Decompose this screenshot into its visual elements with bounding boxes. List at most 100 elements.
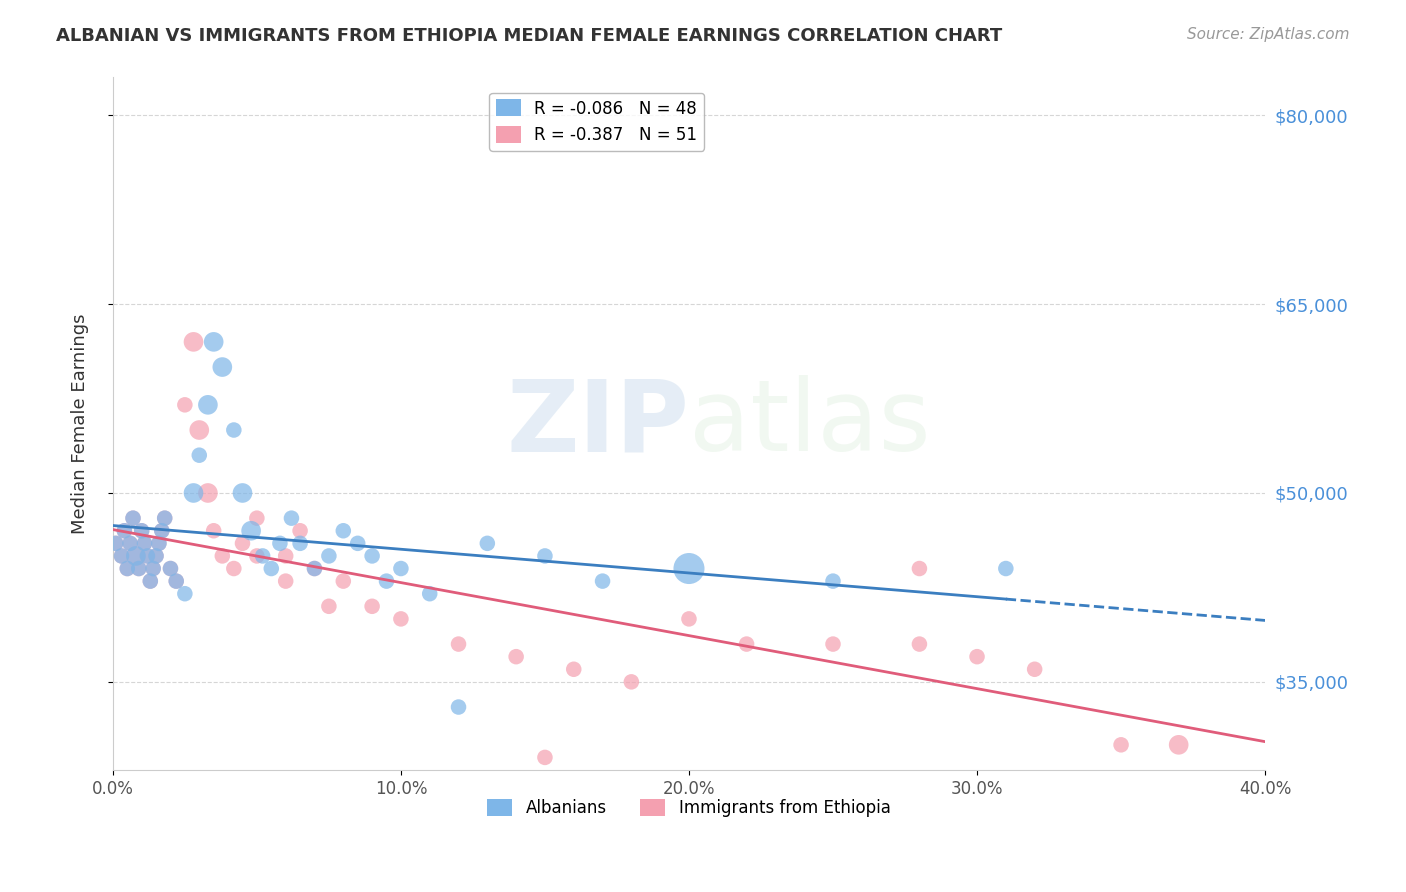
Point	[110, 549, 132, 563]
Legend: Albanians, Immigrants from Ethiopia: Albanians, Immigrants from Ethiopia	[481, 792, 897, 824]
Point	[122, 511, 145, 525]
Point	[280, 511, 302, 525]
Y-axis label: Median Female Earnings: Median Female Earnings	[72, 313, 89, 534]
Point	[128, 561, 150, 575]
Point	[240, 524, 263, 538]
Point	[136, 549, 159, 563]
Point	[117, 561, 139, 575]
Point	[131, 524, 153, 538]
Point	[104, 536, 127, 550]
Point	[252, 549, 274, 563]
Point	[288, 536, 311, 550]
Point	[136, 549, 159, 563]
Point	[197, 398, 219, 412]
Point	[994, 561, 1017, 575]
Point	[211, 549, 233, 563]
Point	[318, 549, 340, 563]
Point	[125, 549, 148, 563]
Point	[735, 637, 758, 651]
Point	[120, 536, 142, 550]
Point	[332, 524, 354, 538]
Text: atlas: atlas	[689, 376, 931, 472]
Point	[134, 536, 156, 550]
Point	[125, 549, 148, 563]
Point	[153, 511, 176, 525]
Point	[117, 561, 139, 575]
Point	[231, 536, 253, 550]
Point	[592, 574, 614, 588]
Point	[678, 612, 700, 626]
Point	[318, 599, 340, 614]
Point	[534, 750, 557, 764]
Point	[447, 700, 470, 714]
Point	[477, 536, 499, 550]
Point	[112, 524, 135, 538]
Point	[148, 536, 170, 550]
Point	[908, 637, 931, 651]
Point	[288, 524, 311, 538]
Point	[202, 334, 225, 349]
Text: ALBANIAN VS IMMIGRANTS FROM ETHIOPIA MEDIAN FEMALE EARNINGS CORRELATION CHART: ALBANIAN VS IMMIGRANTS FROM ETHIOPIA MED…	[56, 27, 1002, 45]
Point	[142, 561, 165, 575]
Point	[375, 574, 398, 588]
Point	[202, 524, 225, 538]
Point	[505, 649, 527, 664]
Point	[122, 511, 145, 525]
Point	[260, 561, 283, 575]
Point	[139, 574, 162, 588]
Point	[145, 549, 167, 563]
Point	[159, 561, 181, 575]
Point	[134, 536, 156, 550]
Point	[142, 561, 165, 575]
Point	[120, 536, 142, 550]
Point	[104, 536, 127, 550]
Point	[908, 561, 931, 575]
Point	[419, 587, 441, 601]
Point	[128, 561, 150, 575]
Point	[346, 536, 368, 550]
Point	[304, 561, 326, 575]
Point	[1024, 662, 1046, 676]
Point	[112, 524, 135, 538]
Point	[188, 423, 211, 437]
Point	[1109, 738, 1132, 752]
Point	[222, 423, 245, 437]
Text: Source: ZipAtlas.com: Source: ZipAtlas.com	[1187, 27, 1350, 42]
Point	[110, 549, 132, 563]
Point	[211, 359, 233, 374]
Point	[150, 524, 173, 538]
Point	[678, 561, 700, 575]
Point	[274, 574, 297, 588]
Point	[332, 574, 354, 588]
Point	[389, 561, 412, 575]
Point	[620, 674, 643, 689]
Point	[821, 574, 844, 588]
Point	[145, 549, 167, 563]
Point	[159, 561, 181, 575]
Point	[131, 524, 153, 538]
Point	[150, 524, 173, 538]
Point	[389, 612, 412, 626]
Point	[534, 549, 557, 563]
Point	[197, 486, 219, 500]
Point	[148, 536, 170, 550]
Point	[966, 649, 988, 664]
Point	[361, 599, 384, 614]
Point	[269, 536, 291, 550]
Point	[139, 574, 162, 588]
Point	[173, 398, 195, 412]
Point	[183, 486, 205, 500]
Text: ZIP: ZIP	[506, 376, 689, 472]
Point	[222, 561, 245, 575]
Point	[821, 637, 844, 651]
Point	[231, 486, 253, 500]
Point	[173, 587, 195, 601]
Point	[562, 662, 585, 676]
Point	[246, 511, 269, 525]
Point	[304, 561, 326, 575]
Point	[188, 448, 211, 462]
Point	[1167, 738, 1189, 752]
Point	[361, 549, 384, 563]
Point	[447, 637, 470, 651]
Point	[165, 574, 187, 588]
